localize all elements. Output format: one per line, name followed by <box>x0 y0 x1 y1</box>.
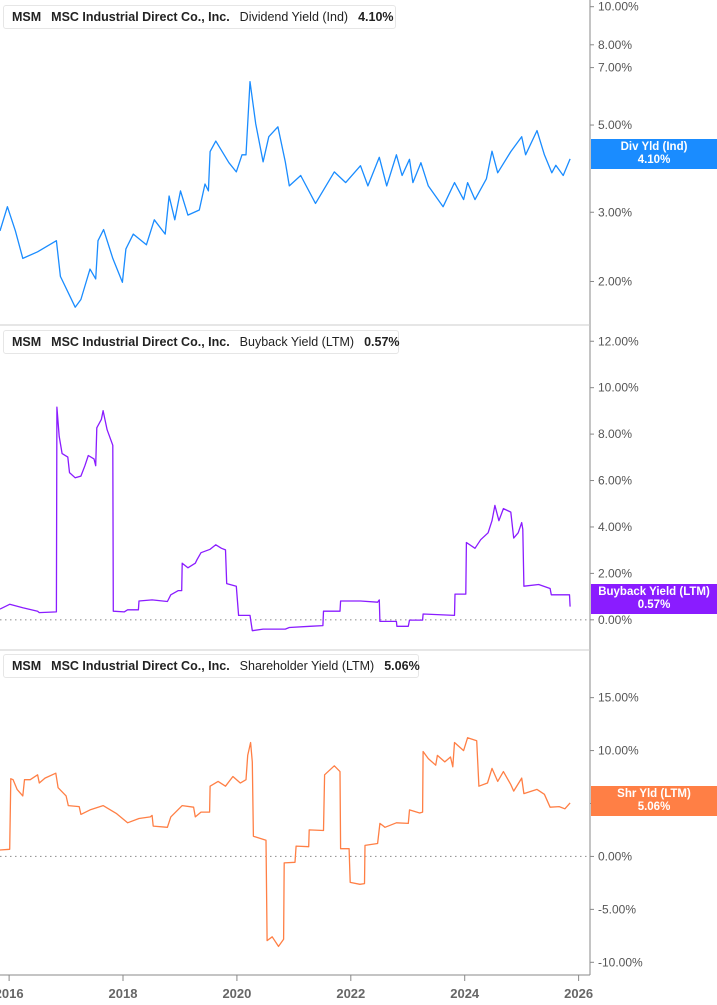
y-tick-label: -5.00% <box>598 902 636 916</box>
y-tick-label: 0.00% <box>598 849 632 863</box>
flag-label: Buyback Yield (LTM) <box>598 586 710 598</box>
y-tick-label: 6.00% <box>598 474 632 488</box>
y-tick-label: 4.00% <box>598 520 632 534</box>
y-tick-label: 2.00% <box>598 566 632 580</box>
y-tick-label: 10.00% <box>598 0 639 14</box>
x-tick-label: 2016 <box>0 986 24 1001</box>
metric-value: 0.57% <box>364 335 400 349</box>
metric-value: 5.06% <box>384 659 420 673</box>
series-line-shareholder-yield <box>0 737 571 948</box>
ticker: MSM <box>12 659 42 673</box>
x-tick-label: 2020 <box>222 986 251 1001</box>
y-tick-label: 3.00% <box>598 205 632 219</box>
flag-label: Shr Yld (LTM) <box>617 788 691 800</box>
panel-header-buyback: MSM MSC Industrial Direct Co., Inc. Buyb… <box>3 330 400 354</box>
y-tick-label: 0.00% <box>598 613 632 627</box>
flag-value: 0.57% <box>637 599 671 611</box>
panel-header-shareholder: MSM MSC Industrial Direct Co., Inc. Shar… <box>3 654 420 678</box>
last-value-flag-buyback: Buyback Yield (LTM) 0.57% <box>591 584 717 614</box>
y-tick-label: 5.00% <box>598 118 632 132</box>
flag-label: Div Yld (Ind) <box>620 141 688 153</box>
flag-value: 5.06% <box>637 801 671 813</box>
x-tick-label: 2018 <box>109 986 138 1001</box>
y-tick-label: 12.00% <box>598 334 639 348</box>
last-value-flag-shareholder: Shr Yld (LTM) 5.06% <box>591 786 717 816</box>
company-name: MSC Industrial Direct Co., Inc. <box>51 10 230 24</box>
y-tick-label: -10.00% <box>598 955 643 969</box>
series-line-buyback-yield <box>0 406 571 632</box>
y-tick-label: 8.00% <box>598 38 632 52</box>
ticker: MSM <box>12 335 42 349</box>
panel-header-dividend: MSM MSC Industrial Direct Co., Inc. Divi… <box>3 5 396 29</box>
x-tick-label: 2024 <box>450 986 480 1001</box>
x-tick-label: 2026 <box>564 986 593 1001</box>
y-tick-label: 10.00% <box>598 381 639 395</box>
y-tick-label: 8.00% <box>598 427 632 441</box>
company-name: MSC Industrial Direct Co., Inc. <box>51 659 230 673</box>
metric-value: 4.10% <box>358 10 394 24</box>
y-tick-label: 10.00% <box>598 744 639 758</box>
series-line-dividend-yield <box>0 80 571 308</box>
metric-name: Shareholder Yield (LTM) <box>239 659 375 673</box>
company-name: MSC Industrial Direct Co., Inc. <box>51 335 230 349</box>
x-tick-label: 2022 <box>336 986 365 1001</box>
y-tick-label: 7.00% <box>598 61 632 75</box>
flag-value: 4.10% <box>637 154 671 166</box>
y-tick-label: 2.00% <box>598 274 632 288</box>
ticker: MSM <box>12 10 42 24</box>
metric-name: Dividend Yield (Ind) <box>239 10 349 24</box>
metric-name: Buyback Yield (LTM) <box>239 335 355 349</box>
last-value-flag-dividend: Div Yld (Ind) 4.10% <box>591 139 717 169</box>
y-tick-label: 15.00% <box>598 691 639 705</box>
